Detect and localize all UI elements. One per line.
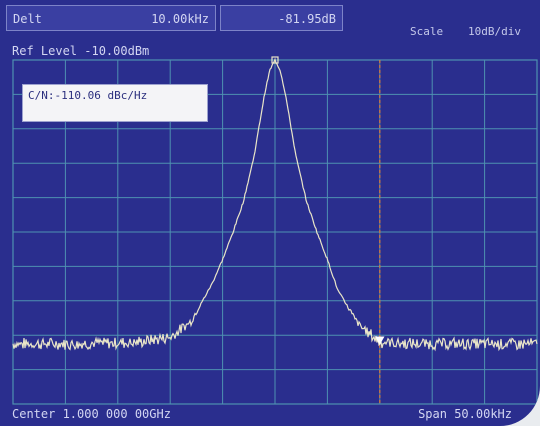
delta-level-box[interactable]: -81.95dB: [220, 5, 343, 31]
scale-value: 10dB/div: [468, 25, 521, 38]
ref-level-readout: Ref Level -10.00dBm: [12, 44, 150, 58]
center-frequency: Center 1.000 000 00GHz: [12, 407, 171, 421]
square-marker-icon: [271, 56, 279, 64]
scale-label: Scale: [410, 25, 444, 38]
marker-readout-box: C/N:-110.06 dBc/Hz: [22, 84, 208, 122]
spectrum-trace: [12, 57, 538, 352]
span-readout: Span 50.00kHz: [418, 407, 512, 421]
delta-marker-box[interactable]: Delt 10.00kHz: [6, 5, 216, 31]
marker-readout-text: C/N:-110.06 dBc/Hz: [28, 89, 148, 102]
triangle-down-marker-icon: [375, 336, 385, 345]
delta-frequency-value: 10.00kHz: [151, 12, 209, 26]
delta-label: Delt: [13, 12, 42, 26]
delta-level-value: -81.95dB: [278, 12, 336, 26]
